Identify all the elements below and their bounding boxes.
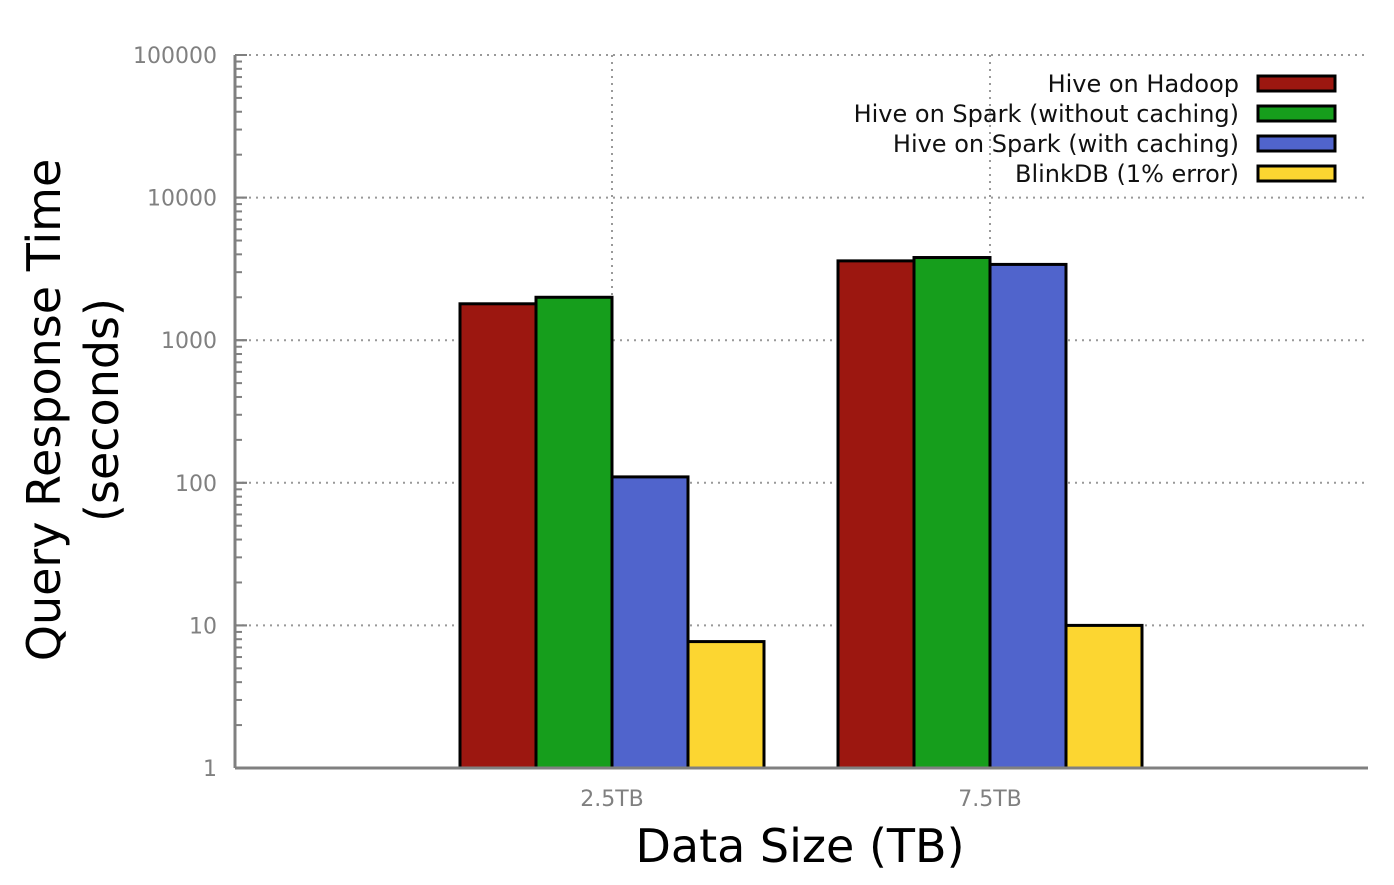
bar xyxy=(458,302,538,770)
y-axis-label-line-2: (seconds) xyxy=(75,298,129,522)
y-axis-label: Query Response Time (seconds) xyxy=(17,159,129,662)
y-tick-label: 1 xyxy=(203,757,217,782)
legend-label: Hive on Hadoop xyxy=(1048,70,1239,98)
bar xyxy=(534,295,614,770)
legend-label: Hive on Spark (without caching) xyxy=(854,100,1239,128)
bar xyxy=(988,262,1068,770)
axes xyxy=(233,54,1368,770)
y-tick-label: 100 xyxy=(175,472,217,497)
legend-label: BlinkDB (1% error) xyxy=(1015,160,1239,188)
legend-swatch xyxy=(1256,104,1337,123)
y-tick-label: 100000 xyxy=(133,44,217,69)
bars xyxy=(458,256,1144,770)
legend-swatch xyxy=(1256,134,1337,153)
bar xyxy=(836,259,916,770)
legend-label: Hive on Spark (with caching) xyxy=(893,130,1239,158)
y-tick-labels: 1 10 100 1000 10000 100000 xyxy=(133,44,217,782)
x-tick-labels: 2.5TB 7.5TB xyxy=(580,787,1022,812)
x-axis-label: Data Size (TB) xyxy=(635,819,964,873)
bar xyxy=(610,475,690,770)
bar xyxy=(1064,623,1144,770)
y-tick-label: 10 xyxy=(189,614,217,639)
bar xyxy=(686,640,766,770)
legend-swatch xyxy=(1256,164,1337,183)
x-tick-label: 7.5TB xyxy=(958,787,1022,812)
bar xyxy=(912,256,992,770)
y-tick-label: 1000 xyxy=(161,329,217,354)
y-tick-label: 10000 xyxy=(147,187,217,212)
y-axis-label-line-1: Query Response Time xyxy=(17,159,71,662)
legend-swatch xyxy=(1256,74,1337,93)
x-tick-label: 2.5TB xyxy=(580,787,644,812)
